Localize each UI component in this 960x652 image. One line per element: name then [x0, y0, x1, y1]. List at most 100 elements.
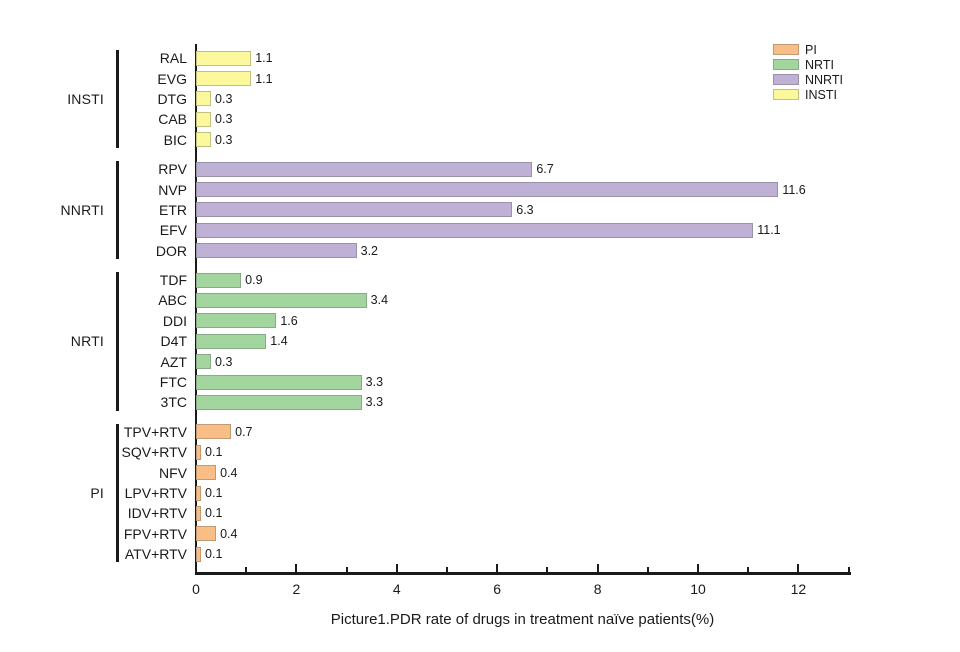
bar-value-label: 0.1	[205, 445, 223, 460]
x-tick-label: 4	[392, 581, 401, 597]
legend-item-nnrti: NNRTI	[773, 72, 843, 87]
legend-swatch	[773, 44, 799, 55]
x-axis-line	[194, 572, 851, 575]
bar	[196, 394, 362, 410]
bar	[196, 50, 252, 66]
group-label: NNRTI	[60, 201, 104, 218]
x-tick-minor	[446, 566, 448, 572]
bar	[196, 444, 202, 460]
bar-value-label: 1.1	[255, 51, 273, 66]
bar-row: 3TC 3.3	[0, 392, 960, 412]
bar-value-label: 3.2	[360, 243, 379, 258]
bar-row: D4T 1.4	[0, 331, 960, 351]
bar-row: RPV 6.7	[0, 159, 960, 179]
group-label: PI	[90, 485, 104, 501]
drug-label: ETR	[159, 201, 187, 218]
bar	[196, 354, 212, 370]
legend-item-nrti: NRTI	[773, 57, 843, 72]
group-bracket	[116, 50, 119, 148]
drug-label: EVG	[157, 70, 187, 87]
bar-value-label: 0.1	[205, 506, 223, 521]
bar-row: FTC 3.3	[0, 372, 960, 392]
bar-row: DDI 1.6	[0, 311, 960, 331]
x-tick-minor	[747, 566, 750, 572]
bar-row: TDF 0.9	[0, 270, 960, 290]
bar	[196, 111, 212, 127]
bar-row: NVP 11.6	[0, 179, 960, 199]
legend-swatch	[773, 89, 799, 100]
bar-value-label: 11.1	[757, 223, 781, 238]
group-label: INSTI	[67, 90, 104, 107]
bar	[196, 182, 779, 198]
legend-item-pi: PI	[773, 42, 843, 57]
group-pi: PI TPV+RTV 0.7 SQV+RTV 0.1 NFV 0.4 LPV+RTV 0.1 ID…	[0, 422, 960, 565]
bar-value-label: 0.1	[205, 486, 223, 500]
bar-row: BIC 0.3	[0, 130, 960, 150]
bar-value-label: 6.3	[516, 202, 534, 217]
x-tick-label: 6	[493, 581, 502, 597]
drug-label: TDF	[159, 272, 187, 289]
group-bracket	[116, 423, 119, 563]
drug-label: ATV+RTV	[124, 546, 187, 563]
bar-value-label: 3.3	[365, 395, 384, 410]
legend-label: NNRTI	[805, 72, 843, 87]
bar-value-label: 0.3	[215, 132, 233, 147]
bar-value-label: 0.9	[245, 273, 263, 288]
bar-value-label: 0.3	[215, 91, 233, 106]
bar	[196, 222, 754, 238]
bar-row: TPV+RTV 0.7	[0, 422, 960, 442]
group-nrti: NRTI TDF 0.9 ABC 3.4 DDI 1.6 D4T 1.4 AZT 0.3 FTC 3.3…	[0, 270, 960, 413]
drug-label: LPV+RTV	[124, 485, 187, 501]
group-insti: INSTI RAL 1.1 EVG 1.1 DTG 0.3 CAB 0.3 BIC 0.3	[0, 48, 960, 150]
bar-row: ATV+RTV 0.1	[0, 544, 960, 564]
bar	[196, 526, 217, 542]
bar	[196, 485, 202, 501]
bar-row: LPV+RTV 0.1	[0, 483, 960, 503]
bar	[196, 272, 242, 288]
x-tick-major	[496, 563, 499, 572]
bar	[196, 424, 232, 440]
x-tick-minor	[847, 566, 850, 572]
bar	[196, 132, 212, 148]
bar-row: DTG 0.3	[0, 89, 960, 109]
plot-rows: INSTI RAL 1.1 EVG 1.1 DTG 0.3 CAB 0.3 BIC 0.3 NNRTI…	[0, 48, 960, 564]
drug-label: DOR	[155, 242, 187, 259]
drug-label: FTC	[159, 374, 187, 391]
drug-label: RPV	[158, 161, 187, 178]
x-tick-major	[596, 563, 599, 572]
group-label: NRTI	[70, 333, 104, 350]
chart-title: Picture1.PDR rate of drugs in treatment …	[330, 611, 715, 628]
bar-value-label: 0.4	[220, 465, 238, 480]
bar-value-label: 0.3	[215, 354, 233, 369]
bar	[196, 91, 212, 107]
bar-value-label: 1.1	[255, 71, 273, 86]
legend-label: INSTI	[805, 87, 837, 102]
x-tick-major	[797, 563, 800, 572]
legend: PI NRTI NNRTI INSTI	[773, 42, 843, 102]
x-tick-minor	[546, 566, 549, 572]
bar-row: CAB 0.3	[0, 109, 960, 129]
bar	[196, 313, 277, 329]
bar-value-label: 0.7	[235, 424, 253, 439]
bar-value-label: 0.3	[215, 112, 233, 127]
x-tick-major	[697, 563, 699, 572]
bar-row: ABC 3.4	[0, 290, 960, 310]
bar	[196, 202, 513, 218]
bar-row: EVG 1.1	[0, 68, 960, 88]
bar-value-label: 6.7	[536, 162, 554, 177]
group-nnrti: NNRTI RPV 6.7 NVP 11.6 ETR 6.3 EFV 11.1 DOR 3.2	[0, 159, 960, 261]
legend-swatch	[773, 59, 799, 70]
bar	[196, 374, 362, 390]
drug-label: NVP	[158, 181, 187, 198]
drug-label: TPV+RTV	[123, 423, 187, 440]
bar-value-label: 11.6	[782, 182, 806, 197]
x-tick-label: 12	[790, 581, 807, 597]
legend-item-insti: INSTI	[773, 87, 843, 102]
drug-label: DTG	[157, 90, 187, 107]
drug-label: 3TC	[160, 394, 187, 411]
bar-row: NFV 0.4	[0, 462, 960, 482]
drug-label: CAB	[158, 111, 187, 128]
bar-value-label: 1.4	[270, 334, 288, 349]
legend-swatch	[773, 74, 799, 85]
